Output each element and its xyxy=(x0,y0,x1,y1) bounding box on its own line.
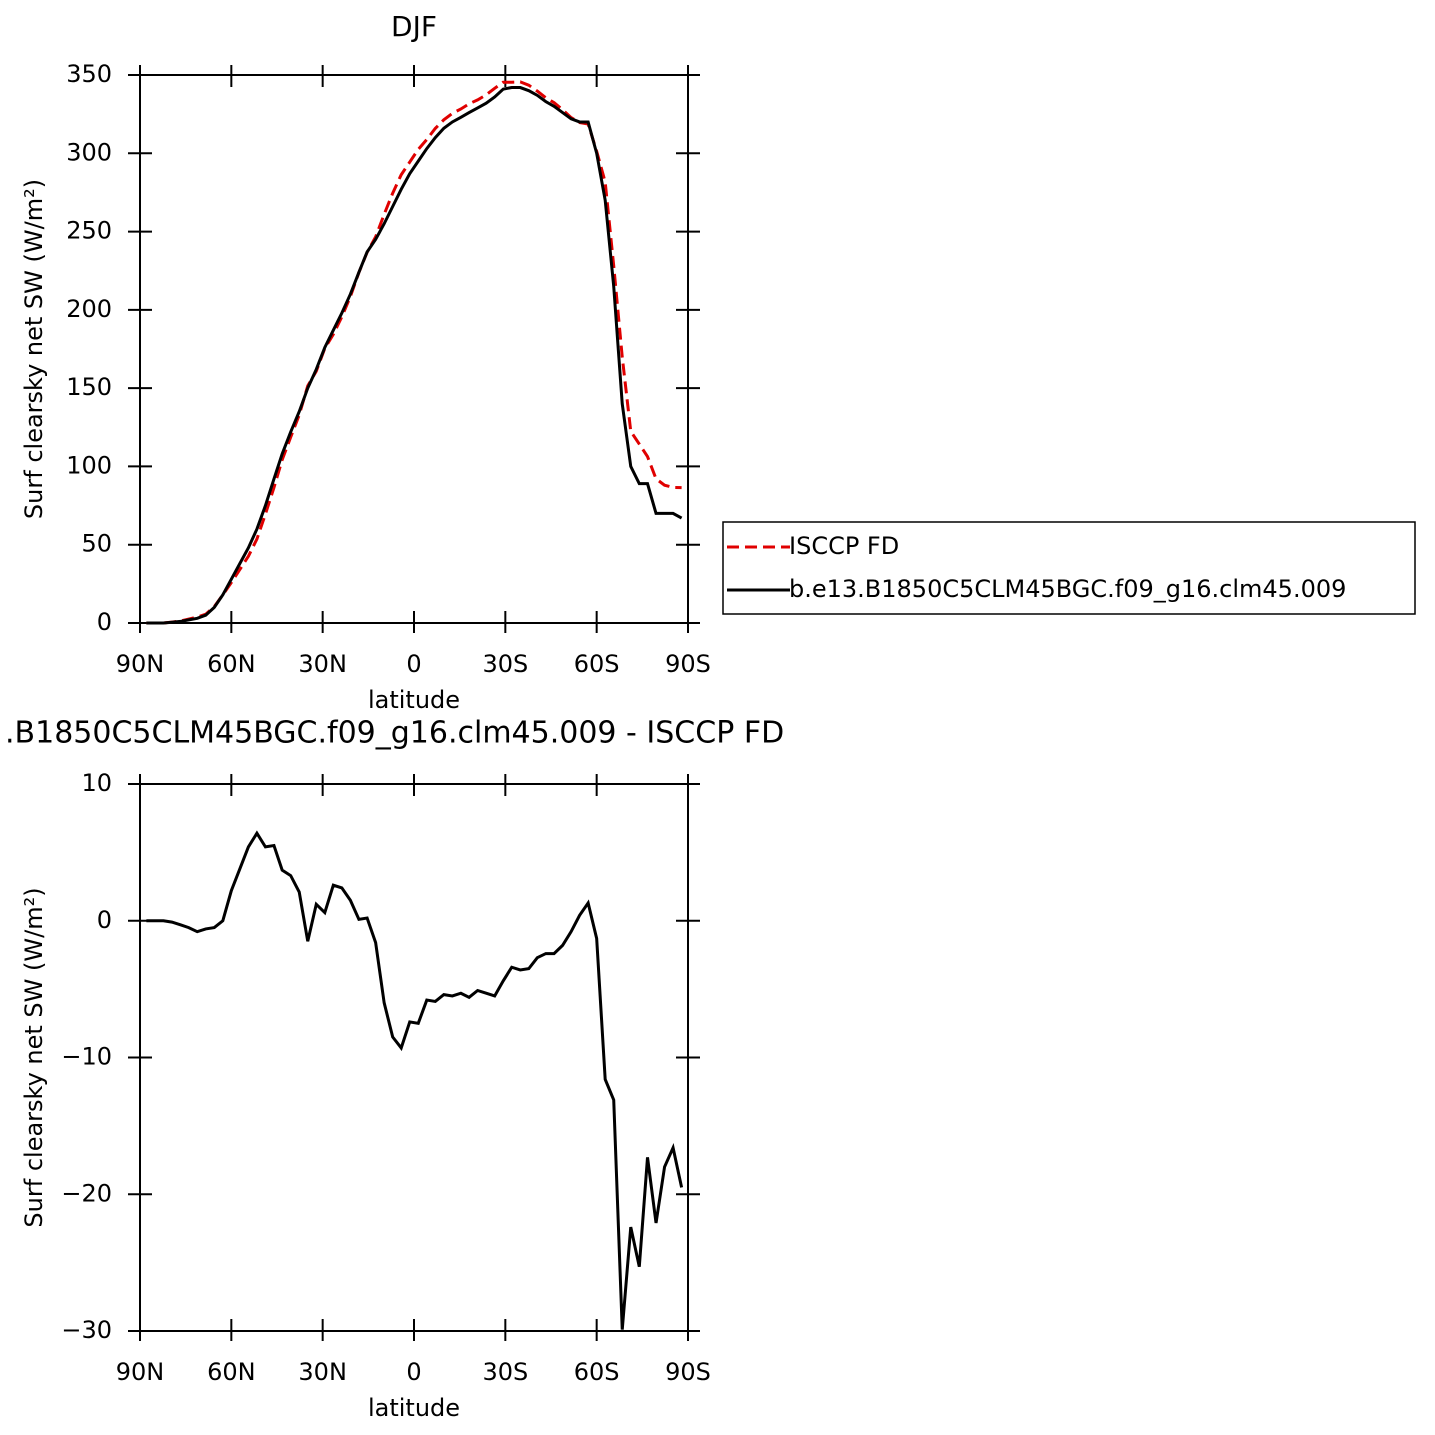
plot-frame xyxy=(139,783,689,1332)
y-tick-label: 200 xyxy=(66,295,112,323)
x-tick-label: 60N xyxy=(207,650,256,678)
y-tick-label: −30 xyxy=(61,1316,112,1344)
y-tick-label: 250 xyxy=(66,217,112,245)
x-tick-label: 90S xyxy=(665,650,711,678)
chart-title: .B1850C5CLM45BGC.f09_g16.clm45.009 - ISC… xyxy=(5,716,784,751)
legend-box xyxy=(722,521,1416,615)
x-tick-label: 90S xyxy=(665,1358,711,1386)
x-axis-label: latitude xyxy=(368,1394,460,1422)
y-tick-label: −20 xyxy=(61,1179,112,1207)
x-tick-label: 60S xyxy=(574,1358,620,1386)
x-tick-label: 30N xyxy=(298,650,347,678)
x-tick-label: 90N xyxy=(116,650,165,678)
y-tick-label: 10 xyxy=(81,769,112,797)
x-tick-label: 30S xyxy=(482,1358,528,1386)
data-line xyxy=(146,80,682,625)
x-tick-label: 30S xyxy=(482,650,528,678)
y-tick-label: 50 xyxy=(81,530,112,558)
x-tick-label: 60S xyxy=(574,650,620,678)
y-axis-label: Surf clearsky net SW (W/m²) xyxy=(20,887,48,1227)
y-tick-label: 0 xyxy=(97,906,112,934)
legend-label: b.e13.B1850C5CLM45BGC.f09_g16.clm45.009 xyxy=(789,575,1346,603)
x-tick-label: 60N xyxy=(207,1358,256,1386)
plot-frame xyxy=(139,74,689,624)
y-tick-label: 150 xyxy=(66,373,112,401)
data-line xyxy=(146,830,684,1330)
y-tick-label: 350 xyxy=(66,60,112,88)
y-tick-label: 100 xyxy=(66,451,112,479)
y-tick-label: 300 xyxy=(66,138,112,166)
y-tick-label: −10 xyxy=(61,1043,112,1071)
x-tick-label: 0 xyxy=(406,1358,421,1386)
x-tick-label: 90N xyxy=(116,1358,165,1386)
x-tick-label: 0 xyxy=(406,650,421,678)
x-axis-label: latitude xyxy=(368,686,460,714)
y-tick-label: 0 xyxy=(97,608,112,636)
data-line xyxy=(146,86,683,625)
chart-title: DJF xyxy=(391,10,437,43)
legend-label: ISCCP FD xyxy=(789,532,899,560)
x-tick-label: 30N xyxy=(298,1358,347,1386)
y-axis-label: Surf clearsky net SW (W/m²) xyxy=(20,179,48,519)
